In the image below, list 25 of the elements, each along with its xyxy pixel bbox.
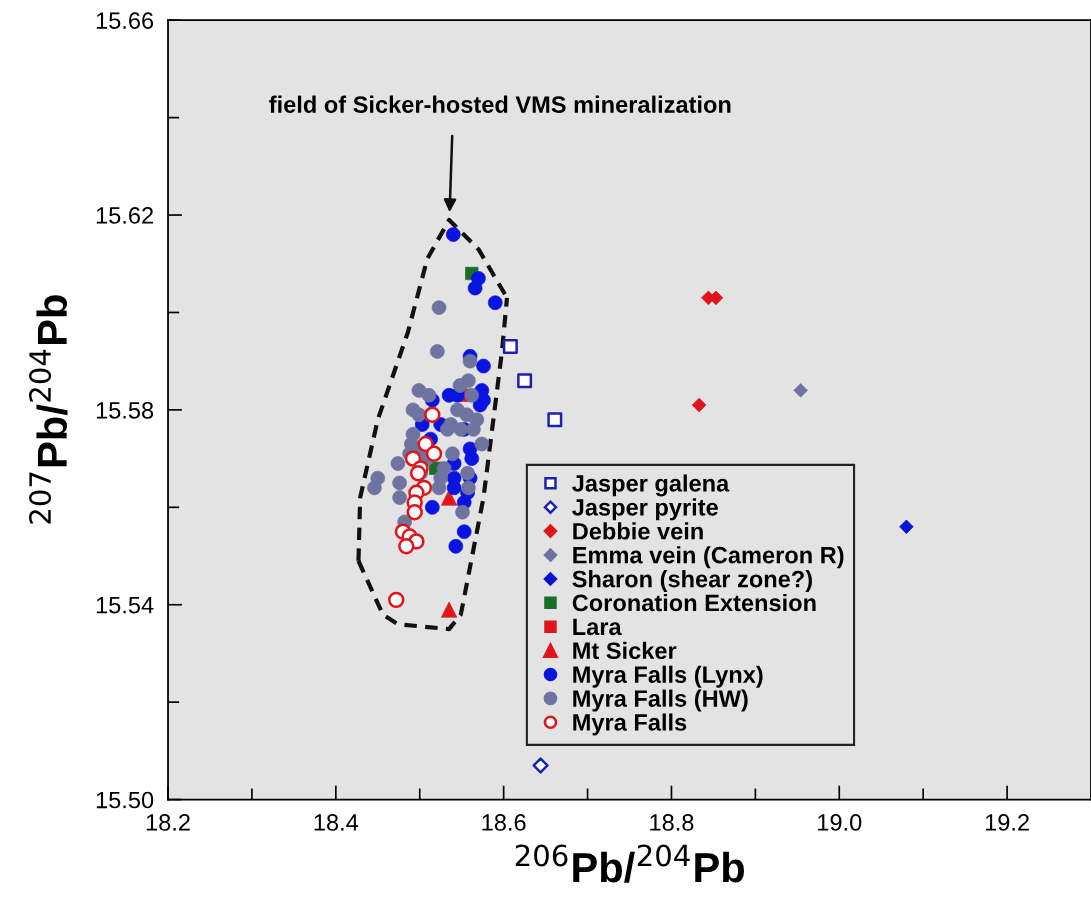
y-tick-label: 15.50: [96, 791, 154, 809]
legend-label: Coronation Extension: [572, 593, 816, 612]
y-tick-label: 15.58: [96, 401, 154, 419]
x-tick-label: 19.2: [985, 814, 1029, 831]
y-tick-label: 15.66: [96, 12, 154, 29]
legend-label: Mt Sicker: [573, 641, 677, 660]
y-tick-label: 15.62: [96, 207, 153, 224]
legend-label: Debbie vein: [573, 522, 703, 540]
x-axis-title: $^{206}$Pb/$^{204}$Pb: [515, 844, 745, 883]
y-axis-title: $^{207}$Pb/$^{204}$Pb: [29, 295, 68, 524]
annotation: field of Sicker-hosted VMS mineralization: [269, 95, 731, 113]
legend-label: Myra Falls (HW): [573, 689, 748, 712]
legend-label: Lara: [573, 618, 622, 636]
x-tick-label: 18.4: [314, 814, 359, 831]
legend-label: Jasper pyrite: [572, 498, 718, 521]
x-tick-label: 18.6: [482, 814, 526, 831]
x-tick-label: 18.8: [650, 814, 694, 831]
legend-label: Jasper galena: [572, 474, 730, 497]
legend-label: Sharon (shear zone?): [572, 570, 812, 593]
x-tick-label: 19.0: [818, 814, 862, 831]
x-tick-label: 18.2: [146, 814, 190, 831]
legend-label: Emma vein (Cameron R): [573, 546, 844, 569]
legend-label: Myra Falls: [573, 713, 687, 736]
y-tick-label: 15.54: [96, 597, 154, 614]
legend-label: Myra Falls (Lynx): [573, 665, 763, 688]
